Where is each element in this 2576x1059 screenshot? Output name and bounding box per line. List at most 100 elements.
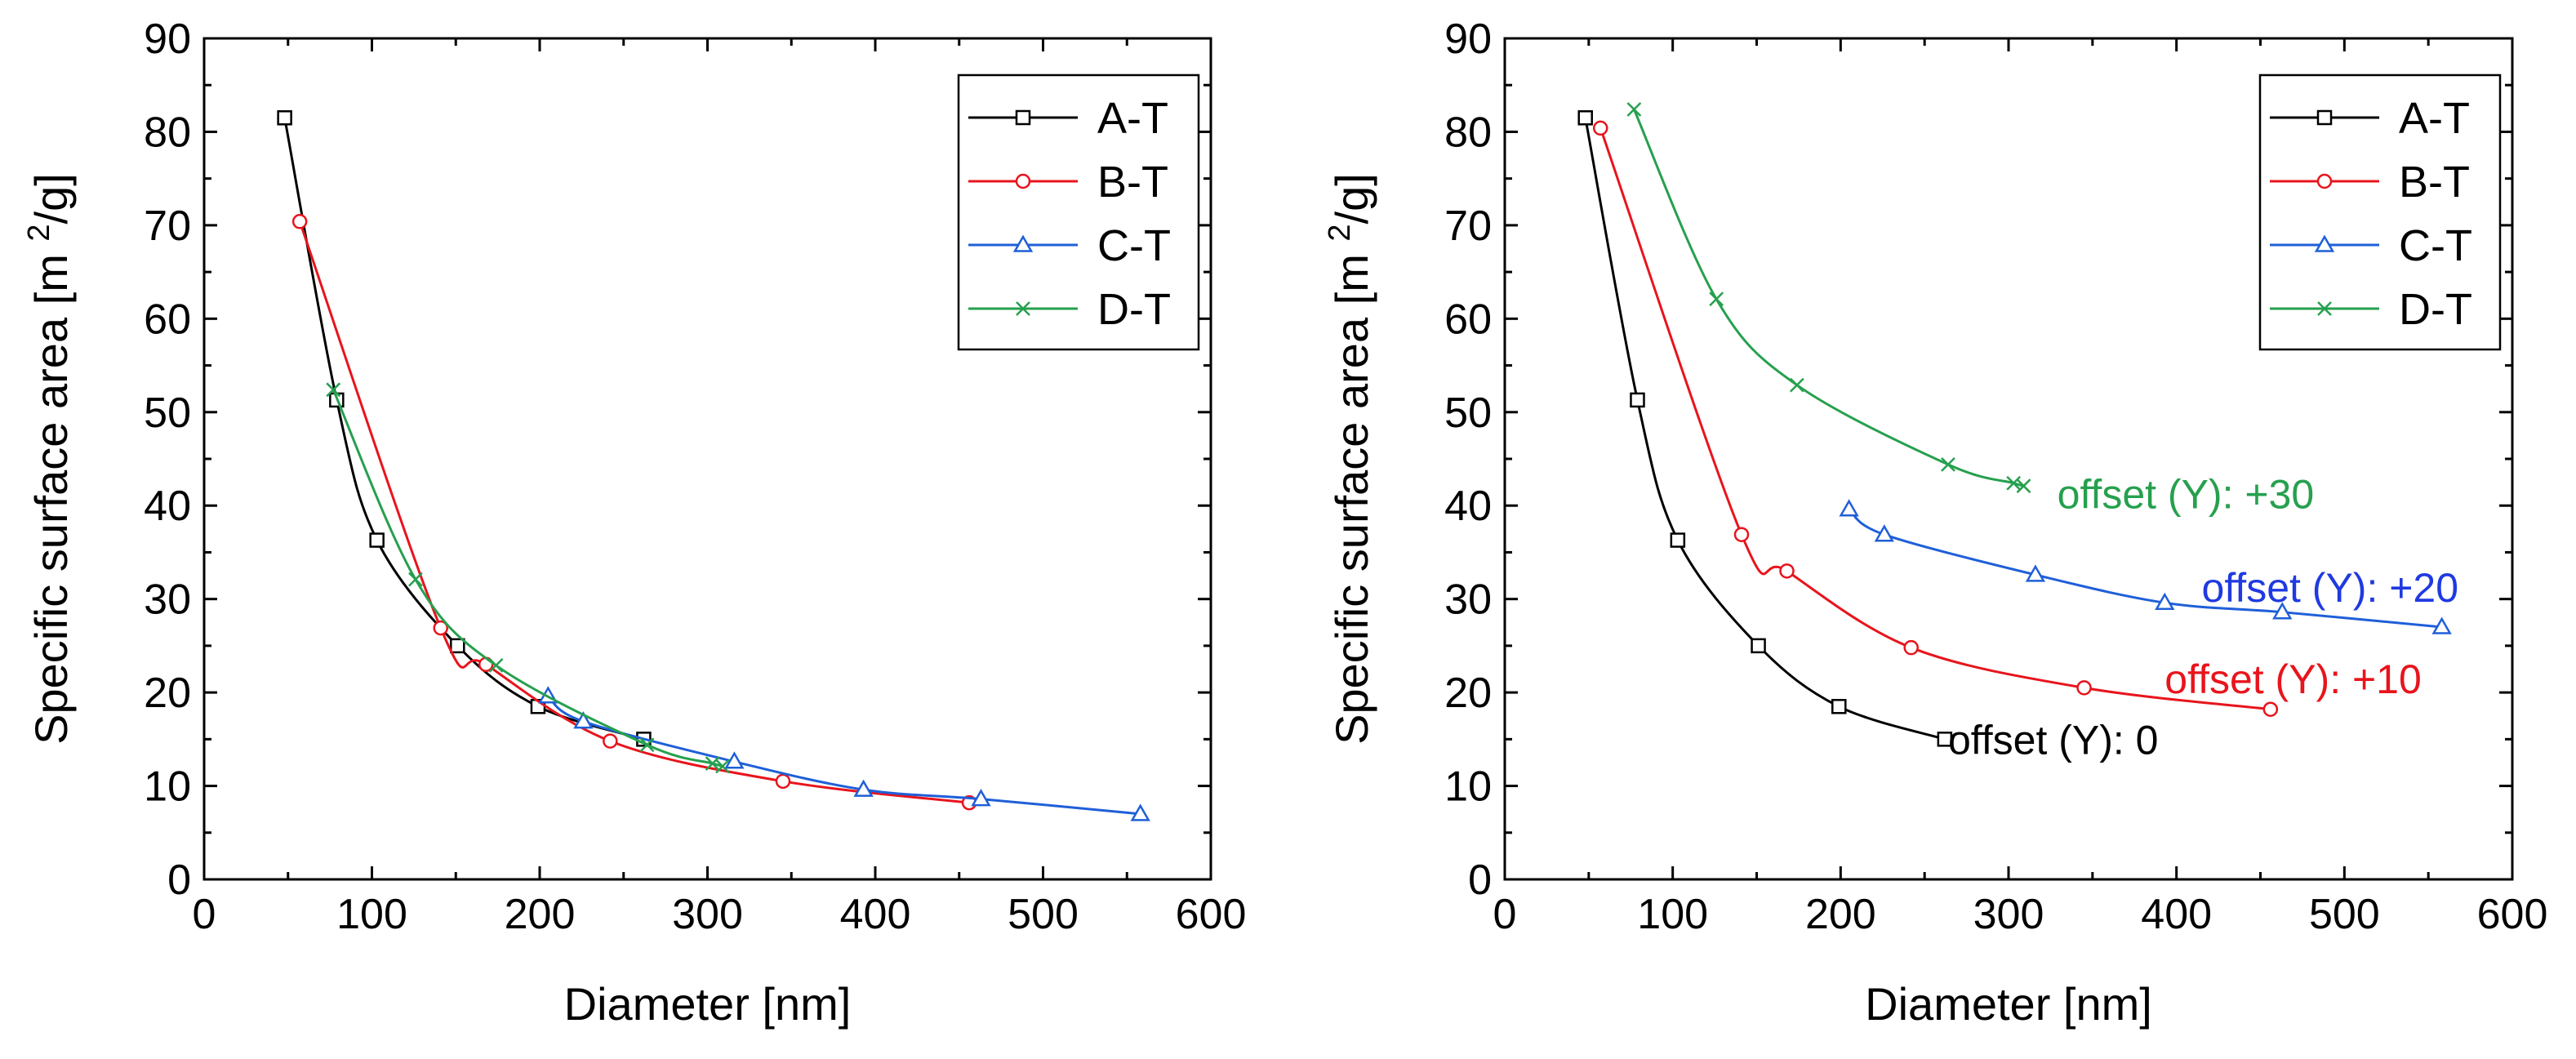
y-tick-label: 90 <box>1444 16 1492 63</box>
legend-marker <box>2316 173 2333 189</box>
data-point <box>408 572 423 587</box>
y-tick-label: 20 <box>144 670 191 717</box>
legend-entry-b-t: B-T <box>2270 158 2470 207</box>
legend-box <box>957 73 1200 351</box>
x-tick-label: 0 <box>193 891 216 938</box>
data-point <box>291 214 308 229</box>
series-d-t <box>326 382 730 774</box>
x-tick-label: 100 <box>336 891 407 938</box>
y-axis-title-main: Specific surface area [m <box>1326 242 1377 745</box>
data-point <box>1751 638 1766 654</box>
legend-label: D-T <box>2399 285 2472 334</box>
data-point <box>1626 102 1642 117</box>
series-a-t <box>277 110 652 747</box>
y-axis-title: Specific surface area [m 2/g] <box>1323 173 1377 745</box>
y-tick-label: 60 <box>1444 296 1492 343</box>
series-a-t <box>1577 110 1953 747</box>
legend-label: A-T <box>2399 94 2470 143</box>
y-tick-label: 40 <box>1444 483 1492 530</box>
x-tick-label: 200 <box>505 891 576 938</box>
x-tick-label: 600 <box>1176 891 1247 938</box>
data-point <box>724 751 745 769</box>
series-line <box>298 220 970 804</box>
legend-marker <box>2316 109 2333 126</box>
data-point <box>326 382 341 398</box>
legend-entry-a-t: A-T <box>2270 94 2470 143</box>
legend-marker <box>2317 301 2332 316</box>
legend-entry-c-t: C-T <box>968 221 1171 270</box>
legend-entry-d-t: D-T <box>2270 285 2472 334</box>
data-point <box>573 711 594 729</box>
x-tick-label: 400 <box>2141 891 2212 938</box>
data-point <box>277 110 292 126</box>
x-tick-label: 500 <box>2309 891 2380 938</box>
legend-entry-c-t: C-T <box>2270 221 2472 270</box>
data-point <box>639 737 655 753</box>
data-point <box>433 620 449 636</box>
y-axis-title-superscript: 2 <box>1323 224 1357 241</box>
x-axis-title: Diameter [nm] <box>1865 978 2152 1030</box>
legend: A-T B-T C-T D-T <box>2258 73 2502 351</box>
legend-label: B-T <box>1097 158 1168 207</box>
y-tick-label: 50 <box>144 389 191 437</box>
data-point <box>853 779 874 797</box>
legend-marker <box>1016 301 1030 316</box>
series-line <box>1848 508 2442 629</box>
series-line <box>1632 109 2024 487</box>
data-point <box>1733 527 1750 542</box>
y-tick-label: 0 <box>1468 857 1492 904</box>
series-line <box>547 695 1141 816</box>
x-tick-label: 300 <box>672 891 743 938</box>
data-point <box>2155 592 2175 610</box>
chart-panel-right: 0 100 200 300 400 500 600 0 10 20 30 40 50 60 70 80 90 Di… <box>1323 16 2547 1030</box>
y-tick-label: 90 <box>144 16 191 63</box>
data-point <box>705 756 720 771</box>
y-tick-label: 30 <box>1444 576 1492 624</box>
legend-label: D-T <box>1097 285 1171 334</box>
legend-marker <box>2314 234 2335 252</box>
y-tick-label: 70 <box>144 202 191 250</box>
data-point <box>2262 701 2279 717</box>
y-axis-title-superscript: 2 <box>22 224 56 241</box>
y-tick-label: 60 <box>144 296 191 343</box>
data-point <box>2016 478 2031 494</box>
offset-annotation: offset (Y): +20 <box>2202 565 2459 611</box>
data-point <box>1630 392 1645 408</box>
data-point <box>2272 602 2293 620</box>
legend-entry-d-t: D-T <box>968 285 1171 334</box>
y-tick-label: 80 <box>1444 109 1492 156</box>
series-line <box>1599 127 2271 711</box>
series-c-t <box>1839 499 2452 634</box>
data-point <box>1709 291 1724 307</box>
data-point <box>2025 564 2046 582</box>
data-point <box>1874 524 1894 542</box>
series-c-t <box>538 686 1150 821</box>
x-tick-label: 100 <box>1637 891 1708 938</box>
legend-marker <box>1012 234 1034 252</box>
data-point <box>488 658 504 673</box>
x-axis-title: Diameter [nm] <box>564 978 852 1030</box>
data-point <box>1779 563 1795 579</box>
offset-annotation: offset (Y): +30 <box>2058 471 2315 517</box>
data-point <box>2431 616 2452 634</box>
y-axis-title-end: /g] <box>25 173 77 224</box>
y-tick-label: 80 <box>144 109 191 156</box>
y-tick-label: 50 <box>1444 389 1492 437</box>
y-tick-label: 40 <box>144 483 191 530</box>
legend-label: C-T <box>2399 221 2472 270</box>
data-point <box>1592 120 1608 136</box>
series-line <box>331 389 723 768</box>
data-point <box>603 733 618 749</box>
data-point <box>369 532 385 548</box>
legend: A-T B-T C-T D-T <box>957 73 1200 351</box>
data-point <box>1670 532 1686 548</box>
y-tick-label: 10 <box>144 763 191 811</box>
chart-panel-left: 0 100 200 300 400 500 600 0 10 20 30 40 50 60 70 80 90 Di… <box>22 16 1246 1030</box>
y-tick-label: 70 <box>1444 202 1492 250</box>
x-tick-label: 600 <box>2477 891 2548 938</box>
data-point <box>2076 680 2092 696</box>
y-tick-label: 10 <box>1444 763 1492 811</box>
series-b-t <box>1592 120 2279 717</box>
